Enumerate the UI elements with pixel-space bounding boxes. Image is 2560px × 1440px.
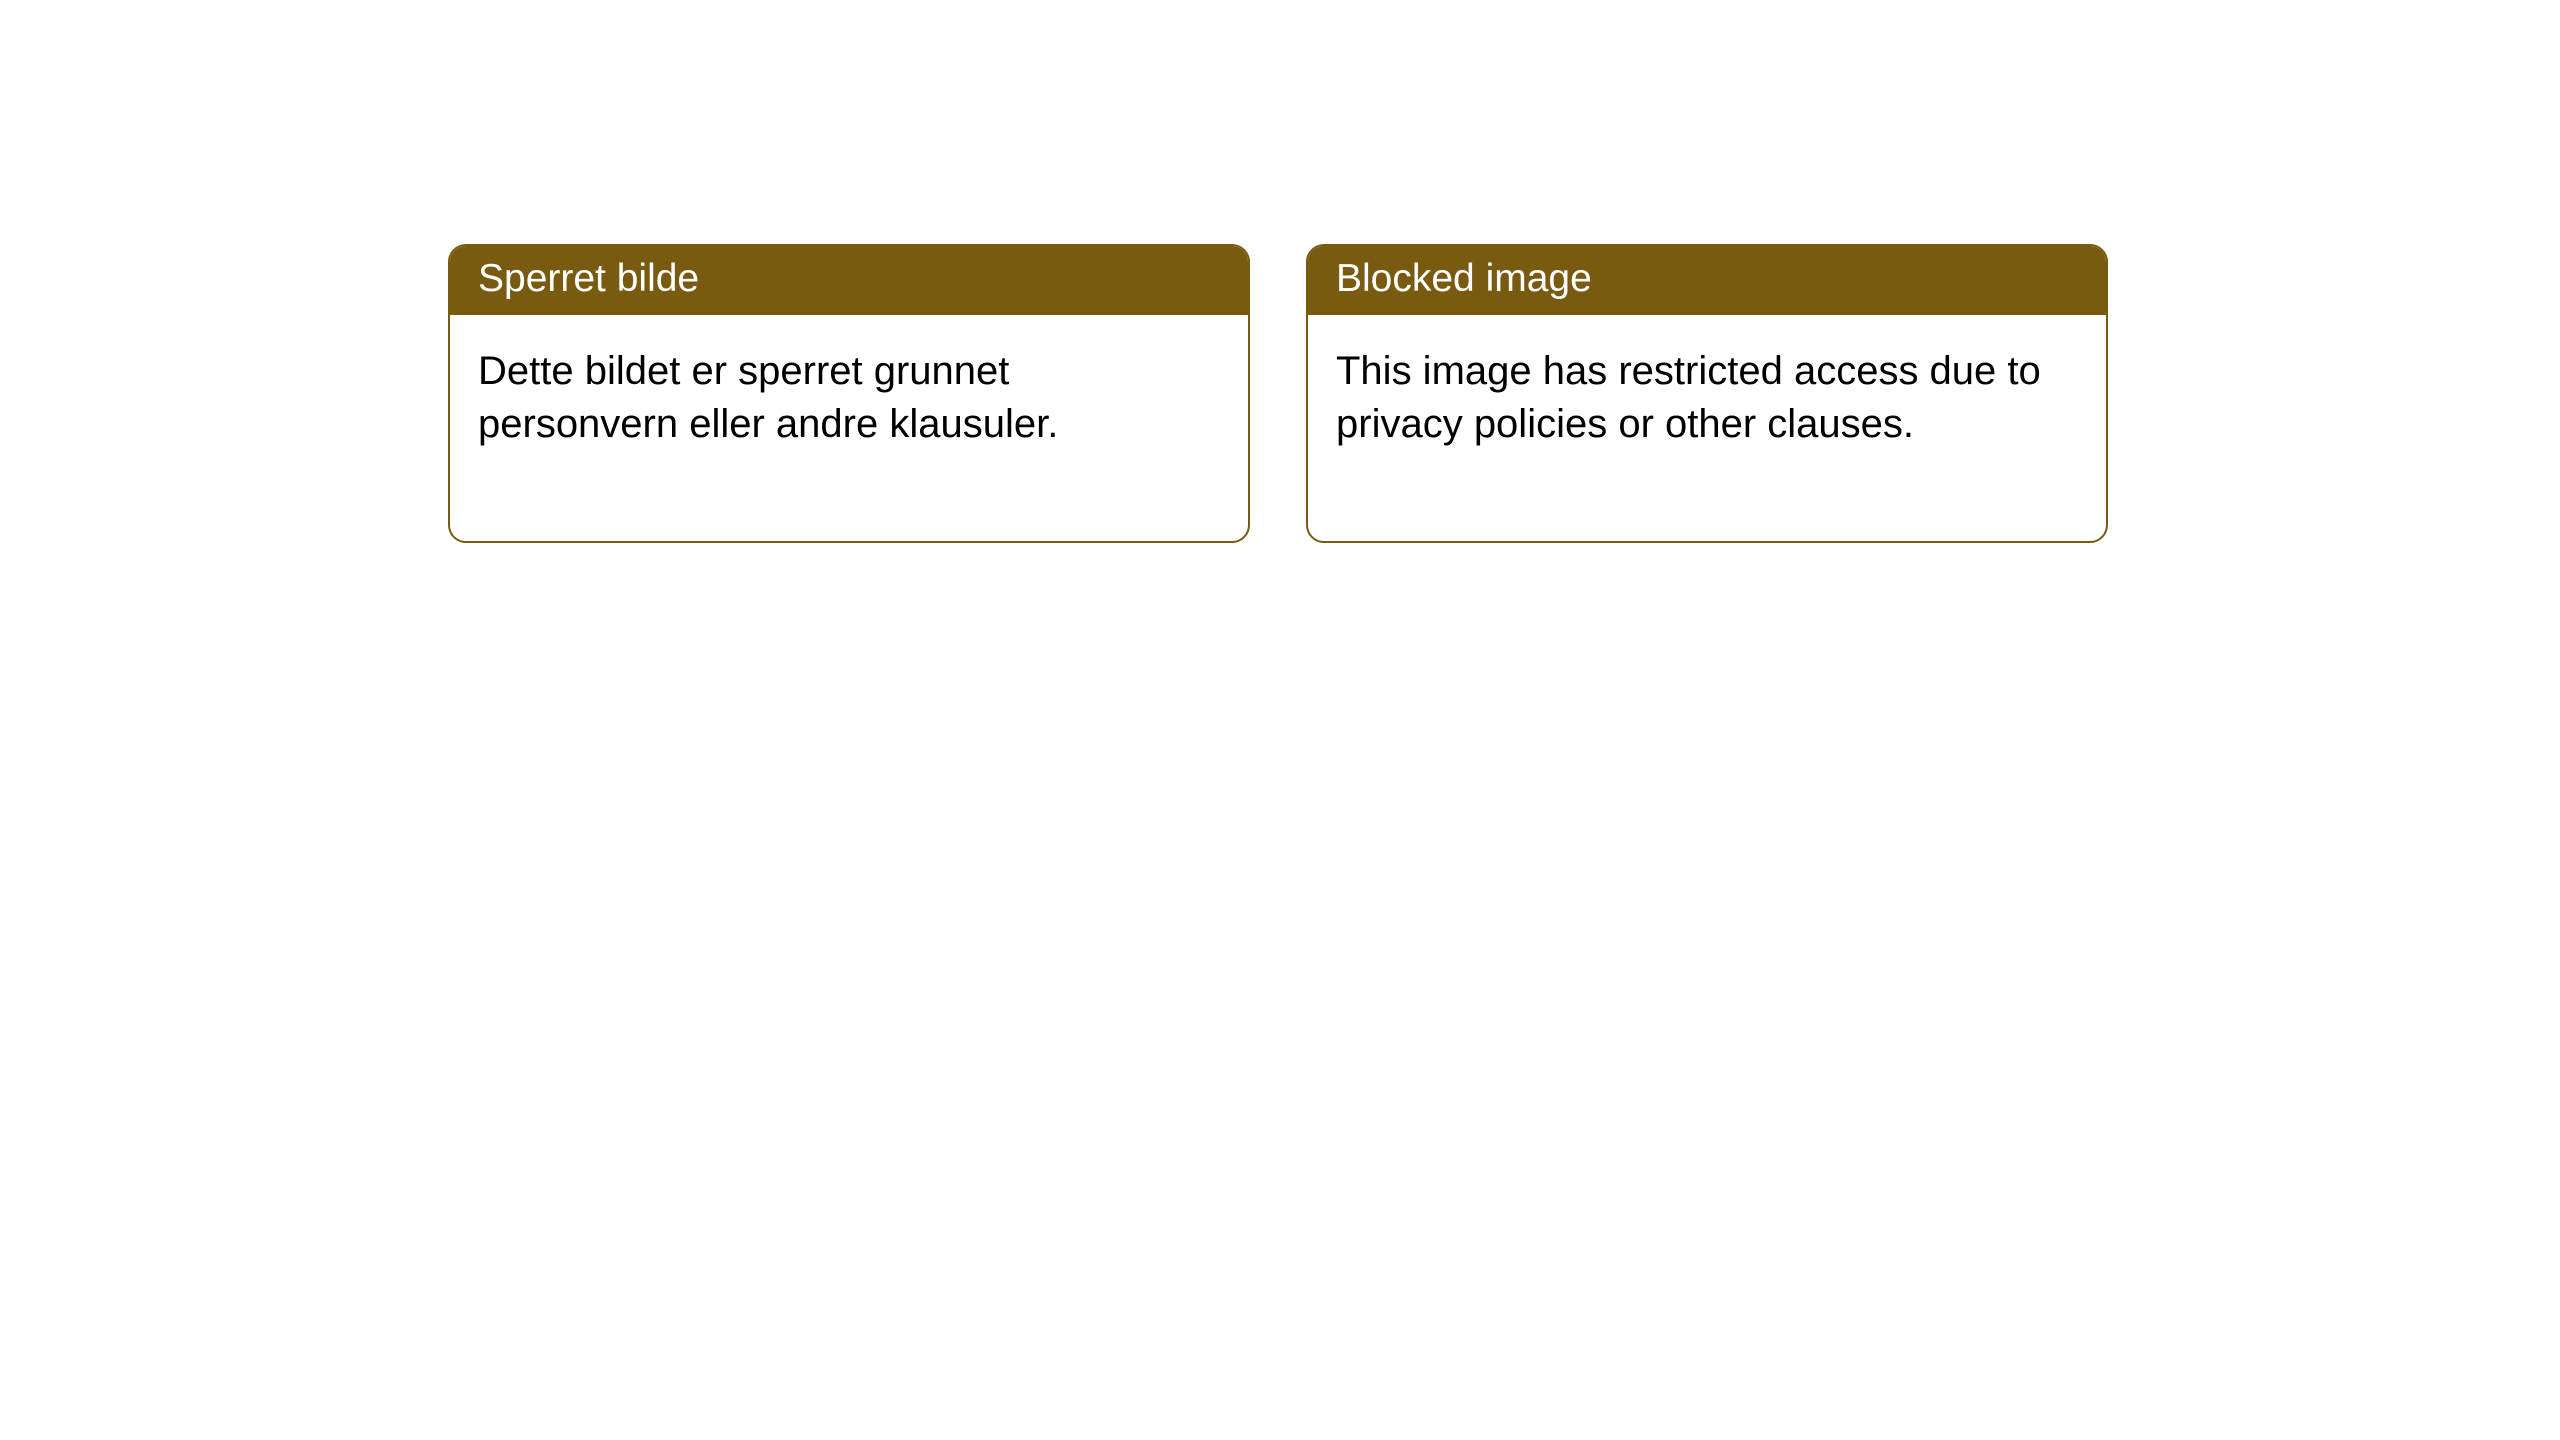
card-header-en: Blocked image <box>1308 246 2106 315</box>
card-body-en: This image has restricted access due to … <box>1308 315 2106 541</box>
card-body-no: Dette bildet er sperret grunnet personve… <box>450 315 1248 541</box>
blocked-image-card-no: Sperret bilde Dette bildet er sperret gr… <box>448 244 1250 543</box>
card-header-no: Sperret bilde <box>450 246 1248 315</box>
notice-container: Sperret bilde Dette bildet er sperret gr… <box>0 0 2560 543</box>
blocked-image-card-en: Blocked image This image has restricted … <box>1306 244 2108 543</box>
